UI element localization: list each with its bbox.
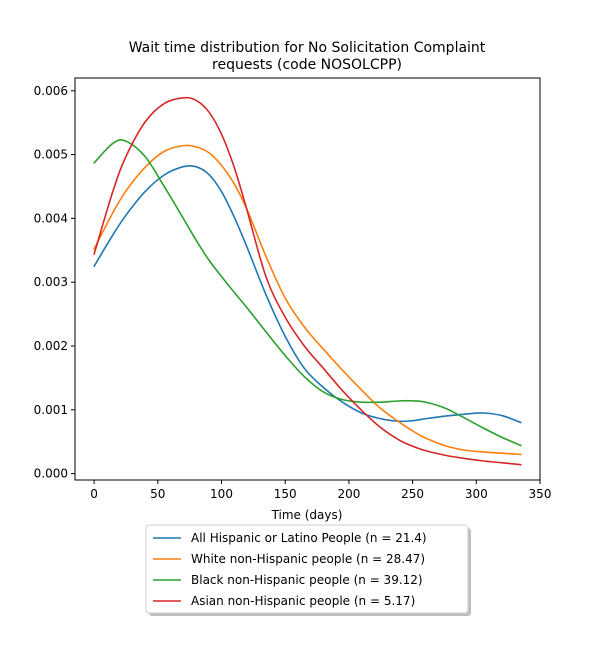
- y-tick-label: 0.001: [34, 403, 68, 417]
- legend: All Hispanic or Latino People (n = 21.4)…: [145, 524, 471, 616]
- chart-title-line-1: Wait time distribution for No Solicitati…: [129, 40, 486, 56]
- x-tick-label: 200: [337, 487, 360, 501]
- legend-label-3: Black non-Hispanic people (n = 39.12): [191, 573, 423, 587]
- legend-box: [145, 524, 469, 614]
- y-tick-label: 0.000: [34, 467, 68, 481]
- series-line-3: [93, 139, 522, 447]
- y-tick-label: 0.006: [34, 84, 68, 98]
- y-tick-label: 0.005: [34, 148, 68, 162]
- y-tick-label: 0.002: [34, 339, 68, 353]
- x-tick-label: 100: [210, 487, 233, 501]
- x-tick-label: 50: [150, 487, 165, 501]
- legend-label-2: White non-Hispanic people (n = 28.47): [191, 552, 425, 566]
- series-line-4: [93, 96, 522, 466]
- chart-title-line-2: requests (code NOSOLCPP): [212, 57, 402, 73]
- series-line-1: [93, 164, 522, 424]
- x-tick-label: 150: [274, 487, 297, 501]
- series-lines: [93, 96, 522, 466]
- x-axis-label: Time (days): [271, 508, 343, 522]
- legend-label-4: Asian non-Hispanic people (n = 5.17): [191, 594, 415, 608]
- y-tick-label: 0.003: [34, 275, 68, 289]
- x-tick-label: 250: [401, 487, 424, 501]
- legend-label-1: All Hispanic or Latino People (n = 21.4): [191, 531, 427, 545]
- axis-ticks: 0 50 100 150 200 250 300 350 0.000 0.001 0.002 0.00…: [34, 84, 552, 501]
- x-tick-label: 300: [465, 487, 488, 501]
- x-tick-label: 0: [90, 487, 98, 501]
- y-tick-label: 0.004: [34, 211, 68, 225]
- series-line-2: [93, 144, 522, 456]
- plot-area: [75, 78, 540, 480]
- x-tick-label: 350: [529, 487, 552, 501]
- plot-frame: [74, 77, 541, 481]
